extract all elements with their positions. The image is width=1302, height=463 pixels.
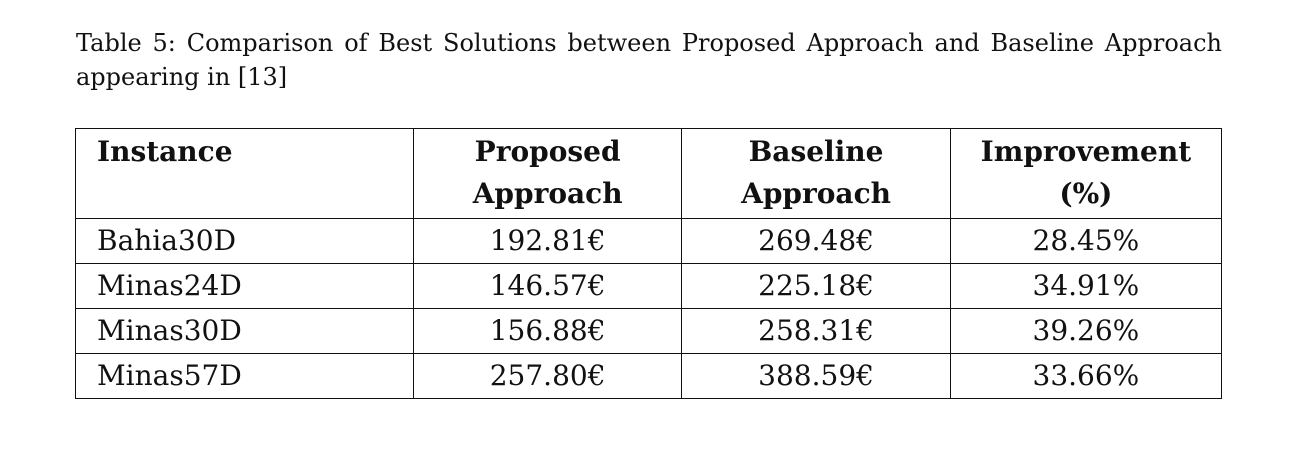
cell-improvement: 33.66% — [949, 353, 1223, 399]
comparison-table: Instance Proposed Approach Baseline Appr… — [75, 128, 1223, 399]
header-row: Instance Proposed Approach Baseline Appr… — [75, 128, 1223, 219]
cell-baseline: 258.31€ — [681, 308, 951, 354]
table-header: Instance Proposed Approach Baseline Appr… — [75, 128, 1223, 219]
cell-proposed: 257.80€ — [412, 353, 683, 399]
header-improvement-line1: Improvement — [980, 135, 1192, 168]
table-caption: Table 5: Comparison of Best Solutions be… — [76, 29, 1222, 91]
cell-improvement: 28.45% — [949, 218, 1223, 264]
header-improvement-line2: (%) — [1059, 177, 1113, 210]
cell-improvement: 34.91% — [949, 263, 1223, 309]
cell-improvement: 39.26% — [949, 308, 1223, 354]
header-proposed-line1: Proposed — [474, 135, 621, 168]
cell-proposed: 156.88€ — [412, 308, 683, 354]
cell-instance: Minas30D — [75, 308, 414, 354]
cell-baseline: 388.59€ — [681, 353, 951, 399]
cell-baseline: 225.18€ — [681, 263, 951, 309]
cell-proposed: 146.57€ — [412, 263, 683, 309]
table-body: Bahia30D 192.81€ 269.48€ 28.45% Minas24D… — [75, 218, 1223, 399]
table-row: Minas30D 156.88€ 258.31€ 39.26% — [75, 308, 1223, 354]
header-improvement: Improvement (%) — [949, 128, 1223, 219]
header-baseline-line2: Approach — [741, 177, 891, 210]
table-row: Minas24D 146.57€ 225.18€ 34.91% — [75, 263, 1223, 309]
header-baseline-line1: Baseline — [748, 135, 884, 168]
cell-instance: Minas57D — [75, 353, 414, 399]
cell-proposed: 192.81€ — [412, 218, 683, 264]
cell-instance: Minas24D — [75, 263, 414, 309]
cell-instance: Bahia30D — [75, 218, 414, 264]
table-row: Minas57D 257.80€ 388.59€ 33.66% — [75, 353, 1223, 399]
header-baseline-approach: Baseline Approach — [681, 128, 951, 219]
header-instance: Instance — [75, 128, 414, 219]
cell-baseline: 269.48€ — [681, 218, 951, 264]
header-proposed-approach: Proposed Approach — [412, 128, 683, 219]
table-row: Bahia30D 192.81€ 269.48€ 28.45% — [75, 218, 1223, 264]
header-proposed-line2: Approach — [472, 177, 623, 210]
header-instance-line1: Instance — [97, 135, 233, 168]
